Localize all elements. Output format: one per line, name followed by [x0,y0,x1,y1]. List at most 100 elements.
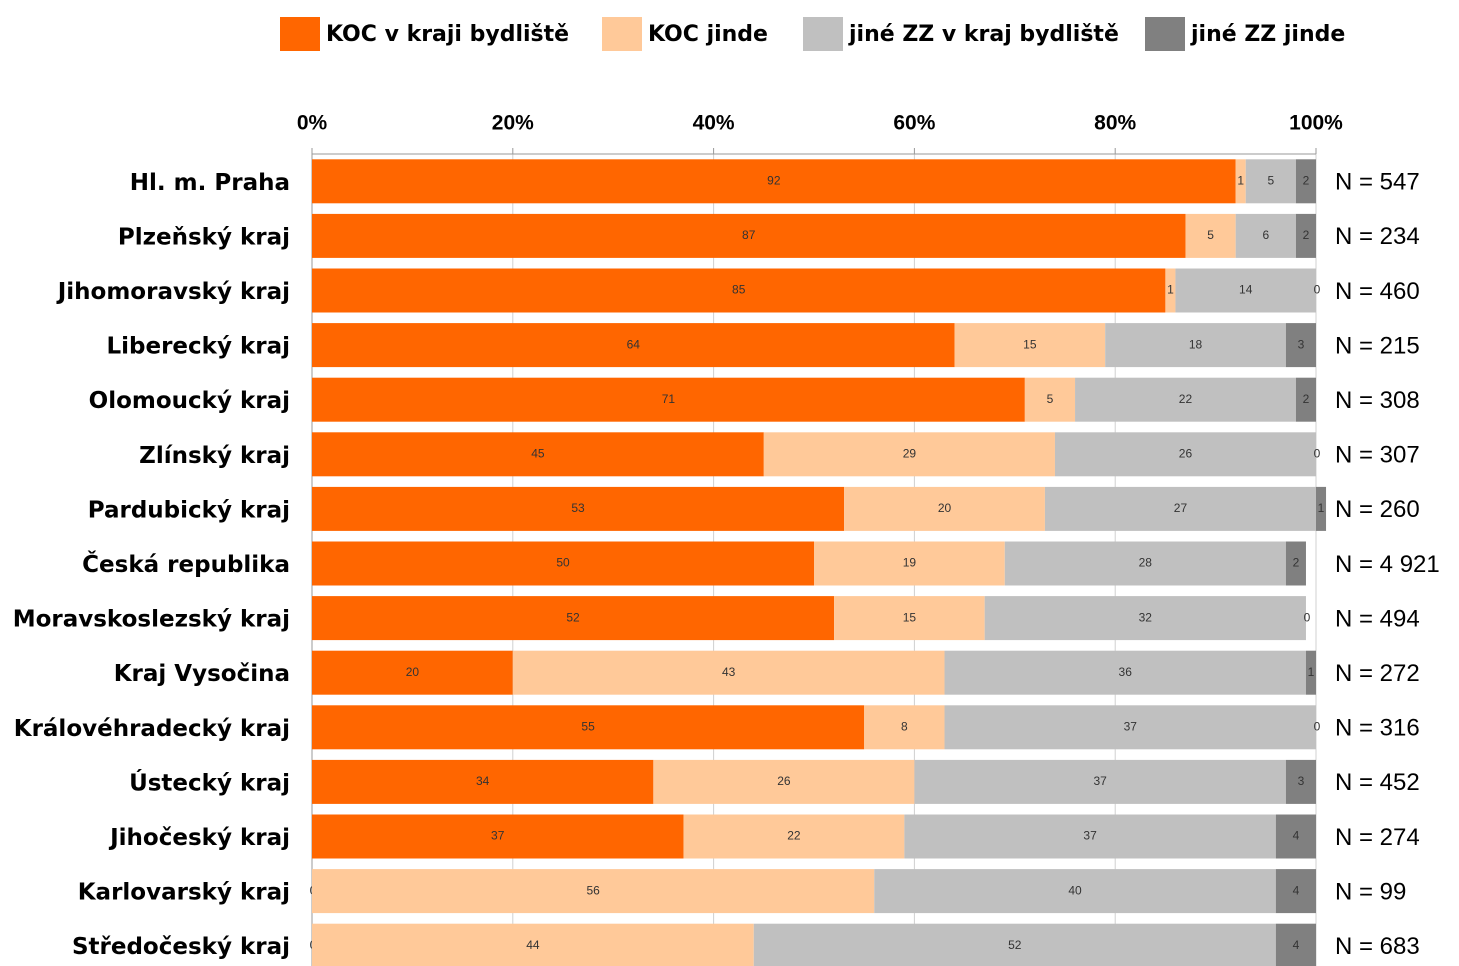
value-label: 0 [1314,446,1321,460]
value-label: 4 [1293,883,1300,897]
value-label: 27 [1174,501,1188,515]
value-label: 1 [1308,665,1315,679]
category-label: Pardubický kraj [88,497,290,523]
bar-segment [312,159,1236,204]
x-tick-label: 40% [693,112,735,135]
bar-segment [944,705,1316,750]
n-label: N = 4 921 [1335,551,1440,578]
value-label: 87 [742,228,756,242]
bar-segment [312,268,1166,313]
bar-segment [944,650,1306,695]
legend-swatch [803,17,843,51]
bar-segment [1165,268,1176,313]
value-label: 20 [406,665,420,679]
x-tick-label: 80% [1094,112,1136,135]
bar-segment [1245,159,1296,204]
value-label: 40 [1068,883,1082,897]
legend-label: jiné ZZ jinde [1190,22,1345,47]
value-label: 26 [777,774,791,788]
bar-segment [844,486,1045,531]
category-label: Plzeňský kraj [118,224,290,250]
n-label: N = 272 [1335,660,1420,687]
bar-segment [312,923,754,966]
bar-segment [1305,650,1316,695]
value-label: 50 [556,556,570,570]
bar-segment [1004,541,1286,586]
value-label: 22 [1179,392,1193,406]
value-label: 2 [1293,556,1300,570]
bar-segment [914,759,1286,804]
bar-segment [753,923,1276,966]
bar-segment [312,705,865,750]
bar-segment [1075,377,1296,422]
value-label: 2 [1303,392,1310,406]
legend-swatch [1145,17,1185,51]
value-label: 26 [1179,446,1193,460]
value-label: 15 [903,610,917,624]
category-label: Ústecký kraj [129,768,290,796]
bar-segment [312,596,835,641]
bar-segment [312,486,845,531]
bar-segment [1105,323,1286,368]
bar-segment [312,323,955,368]
legend-swatch [602,17,642,51]
value-label: 45 [531,446,545,460]
value-label: 32 [1139,610,1153,624]
legend-label: jiné ZZ v kraj bydliště [848,22,1119,47]
legend-swatch [280,17,320,51]
n-label: N = 547 [1335,169,1420,196]
value-label: 56 [586,883,600,897]
n-label: N = 215 [1335,332,1420,359]
value-label: 18 [1189,337,1203,351]
category-label: Liberecký kraj [106,334,290,360]
bar-segment [954,323,1106,368]
value-label: 2 [1303,173,1310,187]
bar-segment [1295,213,1316,258]
value-label: 20 [938,501,952,515]
value-label: 5 [1047,392,1054,406]
legend-label: KOC v kraji bydliště [326,22,569,47]
value-label: 0 [1314,283,1321,297]
bar-segment [1285,541,1306,586]
bar-segment [683,814,905,859]
bar-segment [1295,377,1316,422]
n-label: N = 683 [1335,933,1420,960]
category-label: Olomoucký kraj [89,388,290,414]
value-label: 4 [1293,829,1300,843]
bar-segment [512,650,945,695]
category-label: Královéhradecký kraj [14,716,290,742]
bar-segment [312,541,814,586]
value-label: 6 [1262,228,1269,242]
bar-segment [1275,814,1316,859]
bar-segment [1285,323,1316,368]
bar-segment [904,814,1276,859]
category-label: Hl. m. Praha [130,170,290,196]
value-label: 52 [1008,938,1022,952]
bar-segment [312,213,1186,258]
bar-segment [1024,377,1076,422]
category-label: Jihočeský kraj [108,825,290,851]
bar-segment [814,541,1005,586]
value-label: 5 [1207,228,1214,242]
bar-segment [312,814,684,859]
category-label: Moravskoslezský kraj [13,607,290,633]
category-label: Kraj Vysočina [114,661,290,687]
x-tick-label: 100% [1289,112,1343,135]
n-label: N = 307 [1335,442,1420,469]
value-label: 3 [1298,337,1305,351]
category-label: Česká republika [82,550,290,578]
bar-segment [1285,759,1316,804]
bar-segment [1054,432,1316,477]
x-tick-label: 20% [492,112,534,135]
bar-segment [1316,486,1327,531]
bar-segment [312,432,764,477]
value-label: 1 [1167,283,1174,297]
bar-segment [1275,869,1316,914]
value-label: 52 [566,610,580,624]
bar-segment [1185,213,1236,258]
x-tick-label: 60% [893,112,935,135]
x-tick-label: 0% [297,112,328,135]
bar-segment [864,705,945,750]
n-label: N = 274 [1335,824,1420,851]
